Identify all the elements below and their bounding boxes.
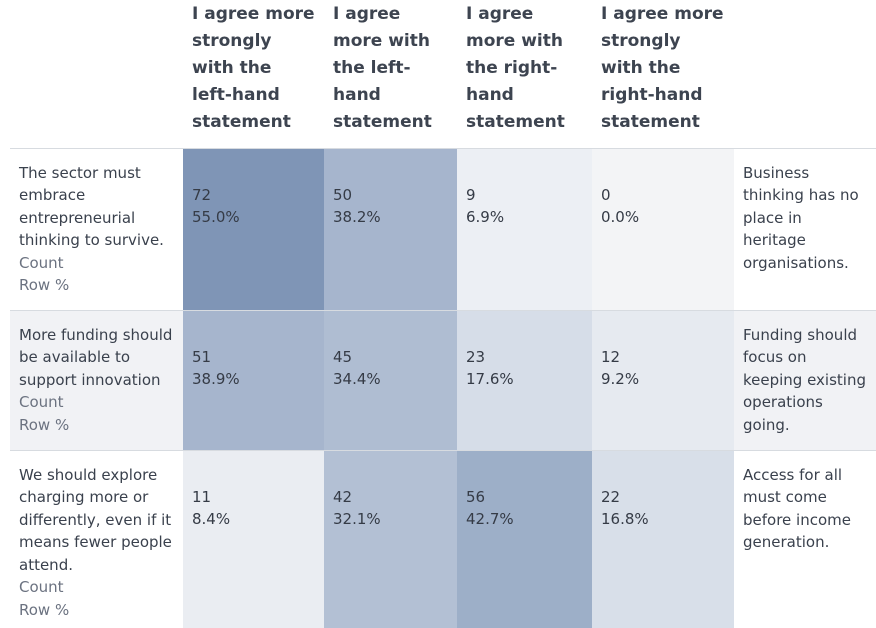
column-header: I agree more with the right-hand stateme… [457, 0, 592, 149]
header-row: I agree more strongly with the left-hand… [10, 0, 876, 149]
cell-percent: 55.0% [192, 208, 240, 227]
row-label: More funding should be available to supp… [10, 310, 183, 451]
header-right-blank [734, 0, 876, 149]
right-statement: Funding should focus on keeping existing… [734, 310, 876, 451]
table-row: We should explore charging more or diffe… [10, 450, 876, 628]
cell-count: 56 [466, 487, 486, 506]
cell-count: 11 [192, 487, 212, 506]
cell-count: 45 [333, 347, 353, 366]
cell-count: 23 [466, 347, 486, 366]
cell-percent: 17.6% [466, 370, 514, 389]
left-statement: The sector must embrace entrepreneurial … [19, 163, 164, 250]
cell-count: 22 [601, 487, 621, 506]
cell-percent: 9.2% [601, 370, 640, 389]
row-label: The sector must embrace entrepreneurial … [10, 148, 183, 311]
data-cell: 45 34.4% [324, 310, 457, 451]
cell-percent: 34.4% [333, 370, 381, 389]
data-cell: 12 9.2% [592, 310, 734, 451]
count-label: Count [19, 393, 64, 412]
left-statement: More funding should be available to supp… [19, 325, 173, 389]
column-header: I agree more strongly with the right-han… [592, 0, 734, 149]
table-row: More funding should be available to supp… [10, 310, 876, 451]
count-label: Count [19, 578, 64, 597]
data-cell: 56 42.7% [457, 450, 592, 628]
row-pct-label: Row % [19, 601, 70, 620]
cell-percent: 42.7% [466, 510, 514, 529]
cell-percent: 38.9% [192, 370, 240, 389]
cell-percent: 32.1% [333, 510, 381, 529]
likert-crosstab-table: I agree more strongly with the left-hand… [10, 0, 876, 628]
cell-percent: 8.4% [192, 510, 231, 529]
cell-count: 0 [601, 185, 611, 204]
right-statement: Business thinking has no place in herita… [734, 148, 876, 311]
row-label: We should explore charging more or diffe… [10, 450, 183, 628]
right-statement: Access for all must come before income g… [734, 450, 876, 628]
column-header: I agree more with the left-hand statemen… [324, 0, 457, 149]
data-cell: 11 8.4% [183, 450, 324, 628]
data-cell: 50 38.2% [324, 148, 457, 311]
data-cell: 0 0.0% [592, 148, 734, 311]
count-label: Count [19, 253, 64, 272]
cell-percent: 0.0% [601, 208, 640, 227]
header-corner [10, 0, 183, 149]
cell-percent: 16.8% [601, 510, 649, 529]
cell-percent: 38.2% [333, 208, 381, 227]
column-header: I agree more strongly with the left-hand… [183, 0, 324, 149]
cell-percent: 6.9% [466, 208, 505, 227]
data-cell: 9 6.9% [457, 148, 592, 311]
cell-count: 12 [601, 347, 621, 366]
row-pct-label: Row % [19, 276, 70, 295]
row-pct-label: Row % [19, 415, 70, 434]
table-row: The sector must embrace entrepreneurial … [10, 148, 876, 311]
data-cell: 42 32.1% [324, 450, 457, 628]
data-cell: 72 55.0% [183, 148, 324, 311]
data-cell: 23 17.6% [457, 310, 592, 451]
cell-count: 42 [333, 487, 353, 506]
cell-count: 72 [192, 185, 212, 204]
cell-count: 50 [333, 185, 353, 204]
cell-count: 51 [192, 347, 212, 366]
cell-count: 9 [466, 185, 476, 204]
data-cell: 22 16.8% [592, 450, 734, 628]
data-cell: 51 38.9% [183, 310, 324, 451]
left-statement: We should explore charging more or diffe… [19, 465, 172, 574]
